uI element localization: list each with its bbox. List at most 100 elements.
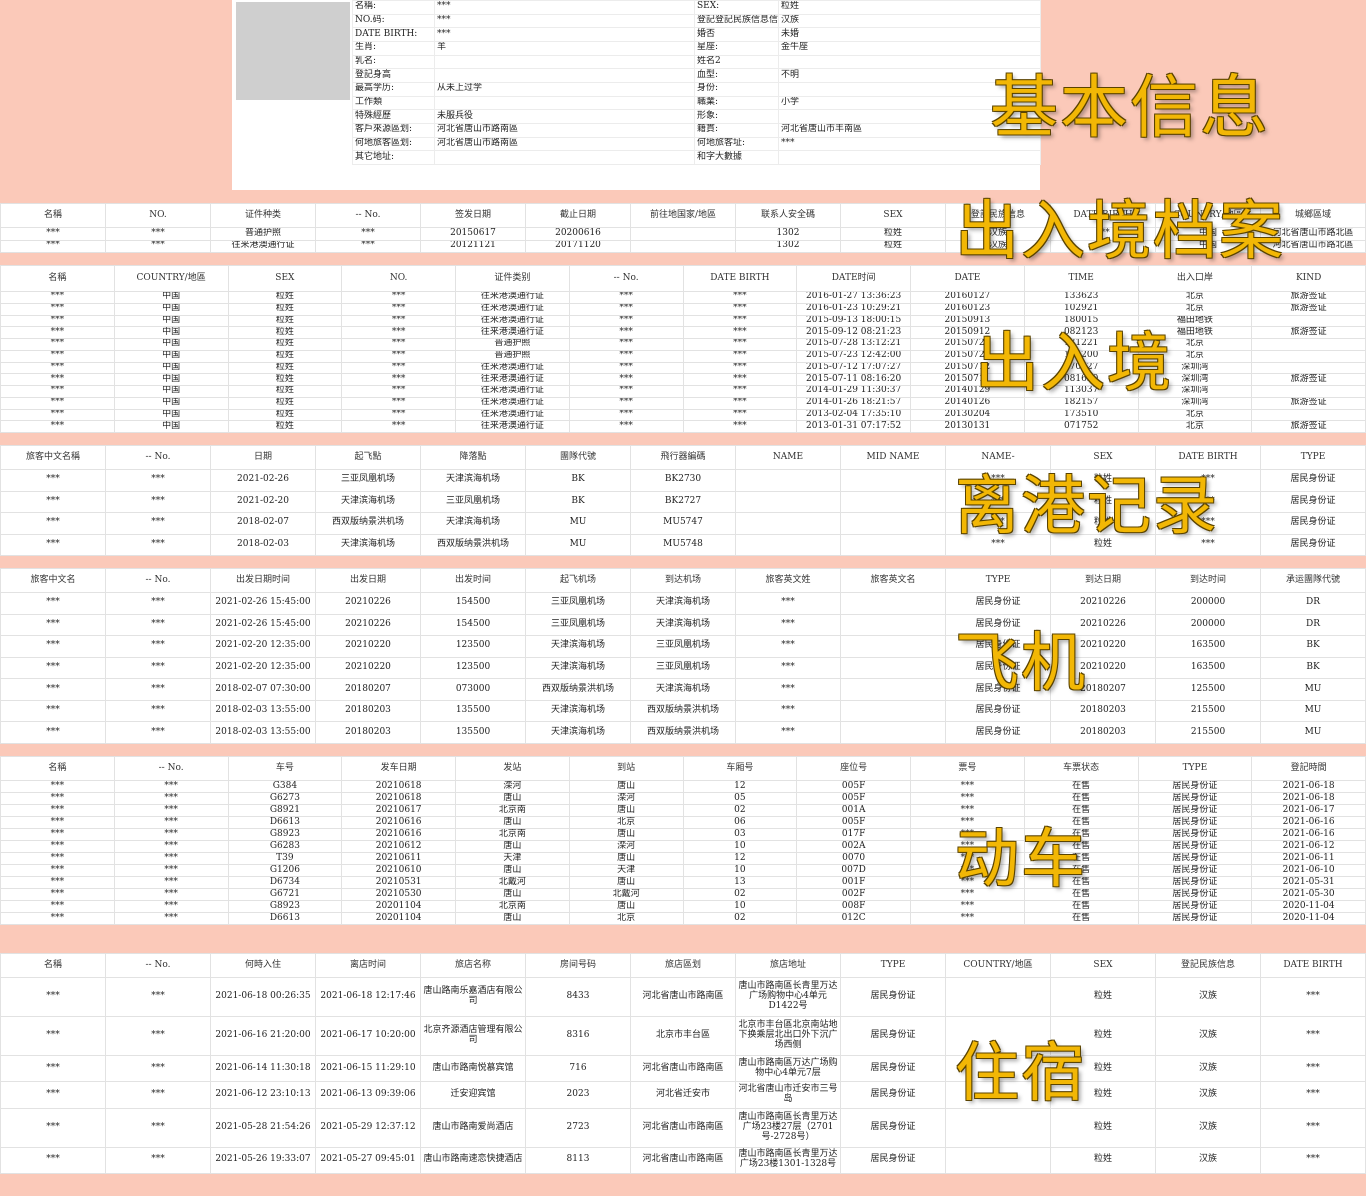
info-label: 特殊經歷 (352, 109, 435, 124)
cell: 唐山市路南區长青里万达广场23楼1301-1328号 (735, 1146, 841, 1175)
cell: 迁安迎宾馆 (420, 1081, 526, 1109)
cell: 北京齐源酒店管理有限公司 (420, 1015, 526, 1056)
data-row: *** *** 2021-06-16 21:20:00 2021-06-17 10:2… (0, 1015, 1366, 1056)
cell: *** (113, 816, 229, 829)
section-table: 名稱 COUNTRY/地區 SEX NO. 证件类别 -- No. DATE BIRTH DA… (0, 265, 1366, 433)
data-row: *** *** 2021-02-20 12:35:00 20210220 123500 天… (0, 635, 1366, 658)
info-label: 工作類 (352, 95, 435, 111)
cell: MU (1260, 678, 1366, 701)
cell: 粒姓 (227, 361, 343, 375)
column-header: 日期 (210, 445, 316, 470)
cell: *** (0, 792, 115, 805)
cell: *** (315, 227, 421, 241)
cell: 居民身份证 (1137, 912, 1253, 925)
info-label: 姓名2 (694, 54, 779, 70)
column-header: COUNTRY/地區 (113, 265, 229, 292)
info-label: 身份: (694, 81, 779, 97)
cell: 2020-11-04 (1251, 900, 1366, 913)
cell: 123500 (420, 656, 526, 680)
cell: *** (568, 385, 684, 398)
cell: *** (0, 852, 115, 865)
info-label: 名稱: (352, 0, 435, 15)
cell: 2018-02-03 (210, 533, 316, 556)
cell (945, 1146, 1051, 1175)
cell: 粒姓 (840, 227, 946, 241)
info-label: 和字大數據 (694, 150, 779, 165)
info-label: 何地旅客區划: (352, 136, 435, 152)
info-label: 職業: (694, 95, 779, 111)
cell: 三亚凤凰机场 (525, 613, 631, 637)
cell: 20130204 (910, 408, 1025, 422)
cell: 天津滨海机场 (525, 656, 631, 680)
cell: 唐山 (568, 876, 684, 889)
cell: 001A (796, 804, 911, 817)
cell: 2015-07-23 12:42:00 (796, 349, 911, 363)
info-value (778, 54, 1041, 70)
header-row: 名稱 -- No. 车号 发车日期 发站 到站 车厢号 座位号 票号 车票状态 TYPE 登記時間 (0, 756, 1366, 781)
column-header: TYPE (840, 953, 946, 978)
data-row: *** *** 2021-02-26 15:45:00 20210226 154500 三… (0, 592, 1366, 615)
cell: 河北省唐山市迁安市三号岛 (735, 1081, 841, 1109)
cell: 20210618 (341, 780, 456, 793)
cell: 2021-05-31 (1251, 876, 1366, 889)
cell: 粒姓 (227, 326, 343, 339)
cell: *** (113, 780, 229, 793)
cell (840, 592, 946, 615)
cell: *** (735, 678, 841, 701)
cell: 20210226 (315, 613, 421, 637)
cell: 2013-02-04 17:35:10 (796, 408, 911, 422)
cell: 往来港澳通行证 (455, 326, 570, 339)
header-row: 名稱 -- No. 何時入住 离店时间 旅店名称 房间号码 旅店區划 旅店地址 TYPE COUN… (0, 953, 1366, 978)
cell: 河北省唐山市路南區 (630, 1107, 736, 1148)
cell: 13 (682, 876, 798, 889)
column-header: 证件种类 (210, 203, 316, 228)
column-header: 旅店地址 (735, 953, 841, 978)
header-row: 旅客中文名稱 -- No. 日期 起飞點 降落點 團隊代號 飛行器編碼 NAME MID NAM… (0, 445, 1366, 470)
column-header: -- No. (105, 953, 211, 978)
cell: *** (1260, 1054, 1366, 1083)
cell: *** (1260, 977, 1366, 1017)
cell: 2021-02-20 12:35:00 (210, 656, 316, 680)
column-header: 票号 (910, 756, 1025, 781)
cell: 三亚凤凰机场 (630, 656, 736, 680)
cell: *** (682, 396, 798, 410)
cell: 8433 (525, 977, 631, 1017)
cell: 往来港澳通行证 (455, 385, 570, 398)
cell: 居民身份证 (840, 1146, 946, 1175)
table: 名稱 COUNTRY/地區 SEX NO. 证件类别 -- No. DATE BIRTH DA… (0, 265, 1366, 433)
cell: 123500 (420, 635, 526, 658)
cell (840, 678, 946, 701)
column-header: 座位号 (796, 756, 911, 781)
column-header: 起飞机场 (525, 568, 631, 593)
cell: *** (682, 349, 798, 363)
data-row: *** *** G384 20210618 滦河 唐山 12 005F *** 在售 居民身份证 20… (0, 780, 1366, 793)
cell: *** (113, 900, 229, 913)
cell: 河北省唐山市路北區 (1260, 239, 1366, 253)
cell: MU (525, 512, 631, 535)
data-row: *** 中国 粒姓 *** 往来港澳通行证 *** *** 2014-01-29 11:30:… (0, 385, 1366, 398)
cell: 旅游签证 (1251, 396, 1366, 410)
column-header: TIME (1023, 265, 1139, 292)
section-label: 飞机 (955, 627, 1087, 701)
cell: 天津滨海机场 (315, 533, 421, 556)
cell: 002F (796, 888, 911, 901)
info-label: 登記身高 (352, 68, 435, 83)
cell: D6734 (227, 876, 343, 889)
cell (1251, 349, 1366, 363)
cell (840, 656, 946, 680)
cell: *** (105, 613, 211, 637)
column-header: -- No. (315, 203, 421, 228)
cell: 20150728 (910, 338, 1025, 351)
cell: MU5748 (630, 533, 736, 556)
cell: 2018-02-07 07:30:00 (210, 678, 316, 701)
table: 旅客中文名 -- No. 出发日期时间 出发日期 出发时间 起飞机场 到达机场 旅客英文姓 旅客… (0, 568, 1366, 744)
cell: *** (568, 314, 684, 328)
info-value: 未服兵役 (434, 109, 695, 124)
cell: *** (0, 490, 106, 513)
cell: *** (0, 512, 106, 535)
column-header: 到站 (568, 756, 684, 781)
column-header: DATE BIRTH (1260, 953, 1366, 978)
column-header: 截止日期 (525, 203, 631, 228)
column-header: 旅店區划 (630, 953, 736, 978)
data-row: *** *** 2021-05-26 19:33:07 2021-05-27 09:4… (0, 1146, 1366, 1175)
